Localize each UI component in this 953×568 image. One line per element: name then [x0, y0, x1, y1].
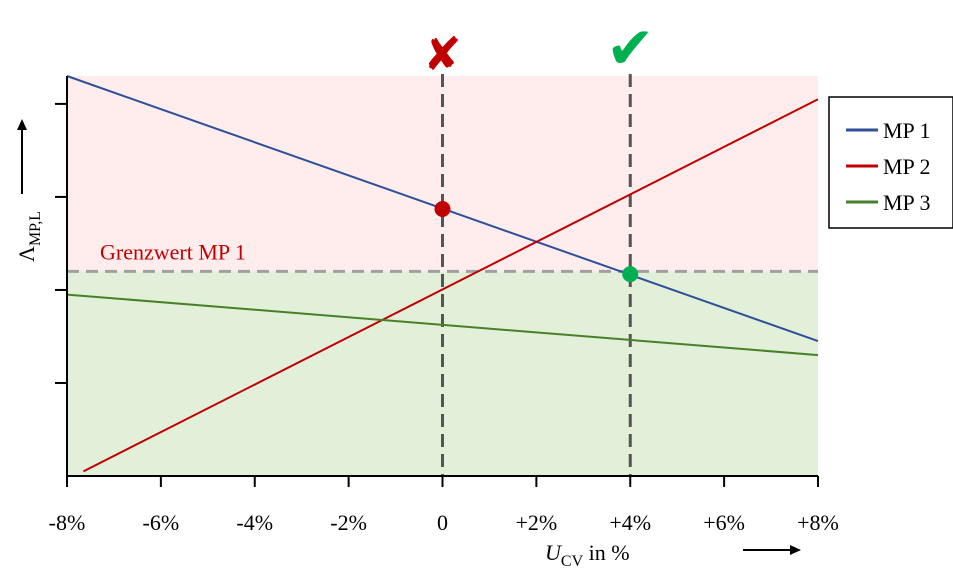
check-icon: ✔: [606, 14, 655, 82]
x-tick-label: 0: [437, 510, 448, 535]
x-tick-label: +6%: [703, 510, 745, 535]
x-ticks: -8% -6% -4% -2% 0 +2% +4% +6% +8%: [49, 476, 839, 535]
y-ticks: [55, 102, 67, 384]
marker-1: [622, 266, 639, 283]
legend: MP 1 MP 2 MP 3: [828, 96, 953, 229]
x-tick-label: +8%: [797, 510, 839, 535]
legend-label-1: MP 1: [883, 118, 930, 143]
legend-box: [828, 96, 953, 229]
x-tick-label: -8%: [49, 510, 86, 535]
y-axis-label-sub: MP,L: [27, 211, 44, 246]
x-axis-arrow-head: [790, 545, 801, 555]
x-tick-label: -6%: [143, 510, 180, 535]
y-axis-arrow-head: [17, 119, 27, 130]
x-tick-label: -2%: [330, 510, 367, 535]
y-axis-label-main: Λ: [14, 246, 39, 262]
vertical-markers: ✘ ✔: [423, 14, 655, 476]
threshold-label: Grenzwert MP 1: [100, 239, 246, 264]
y-axis-label: ΛMP,L: [14, 211, 44, 262]
legend-label-3: MP 3: [883, 190, 930, 215]
x-tick-label: -4%: [236, 510, 273, 535]
x-axis-label: UCV in %: [545, 540, 630, 568]
series-line-3: [66, 293, 819, 357]
data-markers: [434, 201, 639, 283]
series-line-2: [82, 98, 819, 473]
x-tick-label: +2%: [516, 510, 558, 535]
legend-label-2: MP 2: [883, 154, 930, 179]
marker-0: [434, 201, 451, 218]
x-axis-label-suffix: in %: [583, 540, 629, 565]
x-axis-label-main: U: [545, 540, 563, 565]
cross-icon: ✘: [423, 27, 462, 81]
x-axis-label-sub: CV: [561, 553, 584, 568]
x-tick-label: +4%: [609, 510, 651, 535]
